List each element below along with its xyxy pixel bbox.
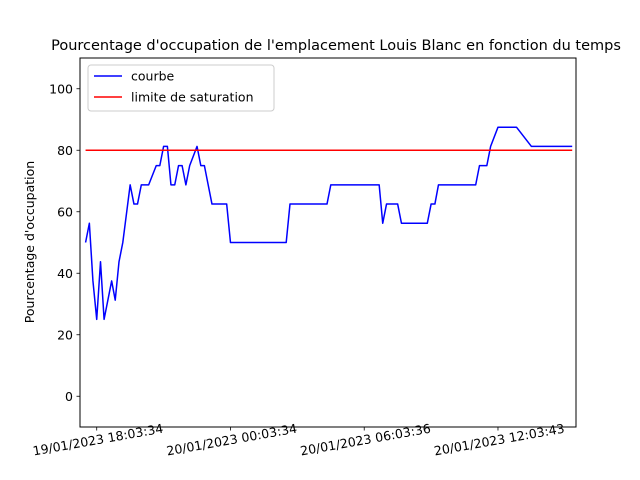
legend-label-limite: limite de saturation (131, 90, 254, 105)
legend-box (87, 64, 275, 112)
axes-frame (79, 57, 577, 428)
y-tick-label: 0 (65, 389, 73, 404)
series-lines (84, 126, 573, 321)
legend: courbe limite de saturation (87, 64, 275, 112)
legend-label-courbe: courbe (131, 69, 175, 84)
y-axis-label: Pourcentage d'occupation (22, 161, 37, 323)
y-tick-label: 20 (57, 327, 73, 342)
y-tick-label: 60 (57, 204, 73, 219)
y-tick-label: 80 (57, 143, 73, 158)
chart-title: Pourcentage d'occupation de l'emplacemen… (51, 38, 621, 54)
y-axis: 0 20 40 60 80 100 (49, 81, 80, 404)
y-tick-label: 40 (57, 266, 73, 281)
series-line-courbe (84, 126, 573, 321)
y-tick-label: 100 (49, 81, 73, 96)
